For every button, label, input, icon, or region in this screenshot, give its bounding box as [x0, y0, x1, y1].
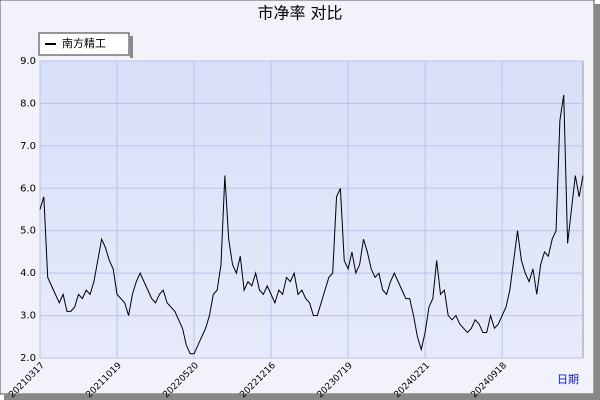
y-tick-label: 4.0: [20, 268, 36, 279]
y-tick-label: 8.0: [20, 98, 36, 109]
shadow: [4, 394, 600, 400]
y-tick-label: 7.0: [20, 141, 36, 152]
y-tick-label: 5.0: [20, 226, 36, 237]
y-tick-label: 3.0: [20, 311, 36, 322]
legend-entry: 南方精工: [62, 36, 106, 50]
y-tick-label: 9.0: [20, 56, 36, 67]
data-line: [39, 94, 584, 355]
chart-title: 市净率 对比: [257, 4, 342, 23]
y-tick-label: 2.0: [20, 353, 36, 364]
legend-shadow: [130, 36, 133, 58]
x-axis-label: 日期: [557, 373, 579, 386]
shadow: [594, 4, 600, 400]
y-tick-label: 6.0: [20, 183, 36, 194]
legend-box: [38, 32, 130, 56]
plot-area: [39, 60, 584, 359]
